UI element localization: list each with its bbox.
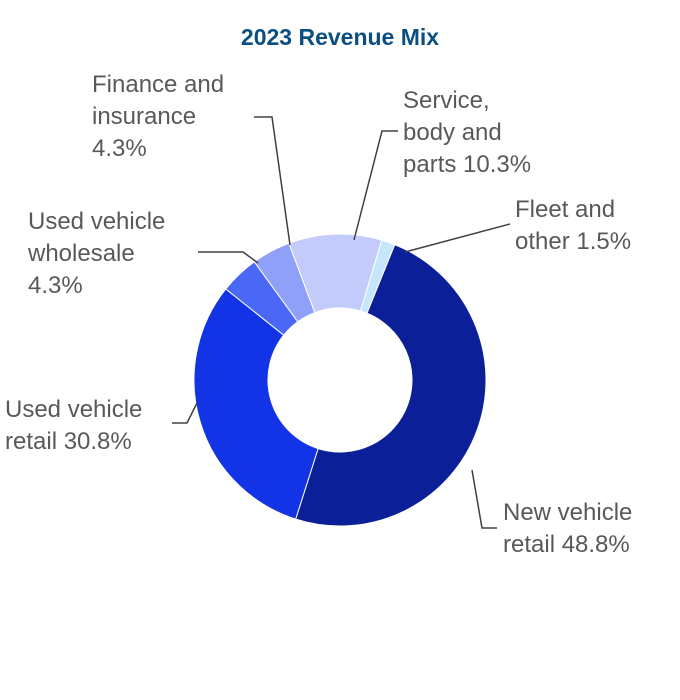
leader-line-used-vehicle-wholesale <box>198 251 259 264</box>
slice-label-line: Service, <box>403 87 490 114</box>
slice-label-line: New vehicle <box>503 499 632 526</box>
slice-label-line: retail 48.8% <box>503 531 630 558</box>
slice-label-used-vehicle-retail: Used vehicle retail 30.8% <box>5 396 142 455</box>
slice-label-line: 4.3% <box>92 135 147 162</box>
leader-line-finance-and-insurance <box>254 116 291 246</box>
slice-label-line: Used vehicle <box>5 396 142 423</box>
slice-label-line: parts 10.3% <box>403 151 531 178</box>
slice-label-service-body-and-parts: Service, body and parts 10.3% <box>403 87 531 178</box>
slice-label-used-vehicle-wholesale: Used vehicle wholesale 4.3% <box>27 208 165 299</box>
leader-line-used-vehicle-retail <box>172 402 198 424</box>
slice-label-line: retail 30.8% <box>5 428 132 455</box>
slice-label-fleet-and-other: Fleet and other 1.5% <box>515 196 631 255</box>
slice-new-vehicle-retail <box>295 243 487 527</box>
leader-line-new-vehicle-retail <box>471 469 497 529</box>
slice-used-vehicle-retail <box>193 288 319 520</box>
slice-label-line: 4.3% <box>28 272 83 299</box>
slice-label-line: Fleet and <box>515 196 615 223</box>
leader-line-fleet-and-other <box>404 223 511 253</box>
slice-label-line: wholesale <box>27 240 135 267</box>
slice-label-line: insurance <box>92 103 196 130</box>
slice-label-line: body and <box>403 119 502 146</box>
slice-label-new-vehicle-retail: New vehicle retail 48.8% <box>503 499 632 558</box>
slice-label-finance-and-insurance: Finance and insurance 4.3% <box>92 71 224 162</box>
slice-label-line: Used vehicle <box>28 208 165 235</box>
leader-line-service-body-and-parts <box>353 130 398 241</box>
slice-fleet-and-other <box>359 239 396 314</box>
slice-label-line: Finance and <box>92 71 224 98</box>
slice-label-line: other 1.5% <box>515 228 631 255</box>
chart-title: 2023 Revenue Mix <box>240 24 440 50</box>
